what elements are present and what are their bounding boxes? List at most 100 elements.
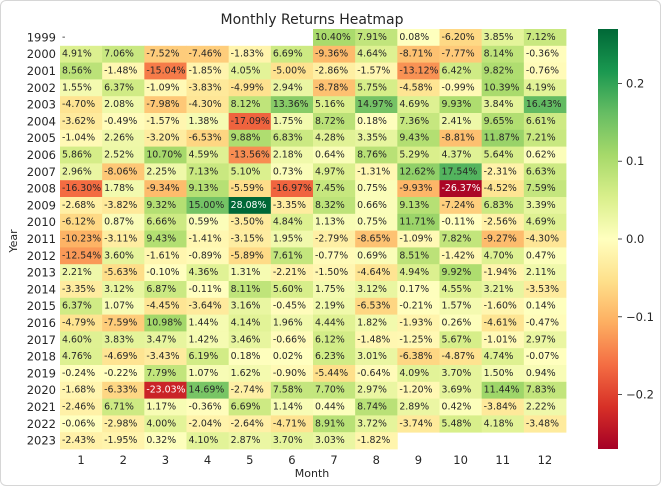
cell-value-label: 2.96% [62, 166, 92, 177]
cell-value-label: 0.94% [526, 368, 556, 379]
cell-value-label: 1.38% [189, 116, 219, 127]
heatmap-cell [270, 197, 314, 215]
heatmap-cell [439, 146, 483, 164]
colorbar-tick-label: 0.0 [626, 232, 644, 246]
heatmap-cell [313, 113, 356, 131]
cell-value-label: 3.85% [484, 32, 514, 43]
cell-value-label: -0.47% [526, 318, 559, 329]
heatmap-cell [355, 163, 398, 181]
heatmap-cell [397, 213, 440, 231]
heatmap-cell [270, 230, 314, 248]
cell-value-label: -6.20% [442, 32, 475, 43]
heatmap-cell [144, 163, 187, 181]
heatmap-cell [355, 432, 398, 450]
cell-value-label: -3.74% [399, 418, 432, 429]
heatmap-cell [355, 79, 398, 97]
heatmap-cell [228, 264, 272, 282]
heatmap-cell [144, 398, 187, 416]
colorbar-gradient [598, 29, 618, 449]
heatmap-cell [228, 365, 272, 383]
heatmap-cell [481, 29, 525, 47]
heatmap-cell [186, 415, 230, 433]
heatmap-cell [60, 79, 103, 97]
heatmap-cell [228, 146, 272, 164]
cell-value-label: -3.43% [146, 351, 179, 362]
cell-value-label: -3.35% [273, 200, 306, 211]
heatmap-cell [228, 398, 272, 416]
heatmap-cell [523, 247, 567, 265]
cell-value-label: 0.18% [357, 116, 387, 127]
cell-value-label: 4.37% [442, 150, 472, 161]
cell-value-label: -4.30% [526, 234, 559, 245]
heatmap-cell [439, 281, 483, 299]
cell-value-label: -3.48% [526, 418, 559, 429]
cell-value-label: 8.12% [231, 99, 261, 110]
heatmap-cell [60, 180, 103, 198]
heatmap-cell [270, 96, 314, 114]
cell-value-label: -7.77% [442, 49, 475, 60]
heatmap-cell [60, 297, 103, 315]
cell-value-label: -0.76% [526, 66, 559, 77]
cell-value-label: 2.18% [273, 150, 303, 161]
heatmap-cell [102, 79, 145, 97]
cell-value-label: 10.39% [484, 82, 520, 93]
heatmap-cell [481, 62, 525, 80]
cell-value-label: 4.10% [189, 435, 219, 446]
cell-value-label: -3.84% [484, 402, 517, 413]
heatmap-cell [270, 264, 314, 282]
heatmap-cell [523, 213, 567, 231]
cell-value-label: 0.69% [357, 250, 387, 261]
heatmap-cell [144, 113, 187, 131]
cell-value-label: -3.62% [62, 116, 95, 127]
heatmap-cell [439, 331, 483, 349]
heatmap-cell [186, 213, 230, 231]
cell-value-label: -4.61% [484, 318, 517, 329]
heatmap-cell [60, 96, 103, 114]
heatmap-cell [102, 197, 145, 215]
heatmap-cell [313, 197, 356, 215]
heatmap-cell [102, 398, 145, 416]
heatmap-cell [144, 45, 187, 63]
cell-value-label: 7.59% [526, 183, 556, 194]
cell-value-label: 5.67% [442, 334, 472, 345]
heatmap-cell [60, 281, 103, 299]
heatmap-cell [523, 398, 567, 416]
cell-value-label: 9.92% [442, 267, 472, 278]
heatmap-cell [523, 129, 567, 147]
heatmap-cell [313, 96, 356, 114]
heatmap-cell [60, 381, 103, 399]
heatmap-cell [439, 45, 483, 63]
cell-value-label: 11.87% [484, 133, 520, 144]
y-tick-label: 2012 [27, 249, 56, 263]
heatmap-cell [186, 62, 230, 80]
cell-value-label: -1.57% [146, 116, 179, 127]
heatmap-cell [397, 415, 440, 433]
heatmap-cell [439, 213, 483, 231]
heatmap-cell [397, 314, 440, 332]
heatmap-cell [60, 230, 103, 248]
cell-value-label: -4.87% [442, 351, 475, 362]
cell-value-label: 1.78% [104, 183, 134, 194]
cell-value-label: -1.85% [189, 66, 222, 77]
cell-value-label: 6.63% [526, 166, 556, 177]
cell-value-label: -1.25% [399, 334, 432, 345]
heatmap-cell [102, 281, 145, 299]
x-tick-label: 4 [204, 453, 211, 467]
cell-value-label: 7.58% [273, 385, 303, 396]
heatmap-cell [355, 129, 398, 147]
heatmap-cell [270, 281, 314, 299]
y-tick-label: 2023 [27, 434, 56, 448]
heatmap-cell [144, 129, 187, 147]
cell-value-label: 0.75% [357, 217, 387, 228]
cell-value-label: -0.11% [189, 284, 222, 295]
cell-value-label: 2.41% [442, 116, 472, 127]
heatmap-cell [355, 62, 398, 80]
heatmap-cell [313, 348, 356, 366]
cell-value-label: 2.11% [526, 267, 556, 278]
heatmap-cell [481, 297, 525, 315]
cell-value-label: 1.95% [273, 234, 303, 245]
cell-value-label: -6.33% [104, 385, 137, 396]
cell-value-label: 1.55% [62, 82, 92, 93]
cell-value-label: 5.10% [231, 166, 261, 177]
heatmap-cell [313, 180, 356, 198]
